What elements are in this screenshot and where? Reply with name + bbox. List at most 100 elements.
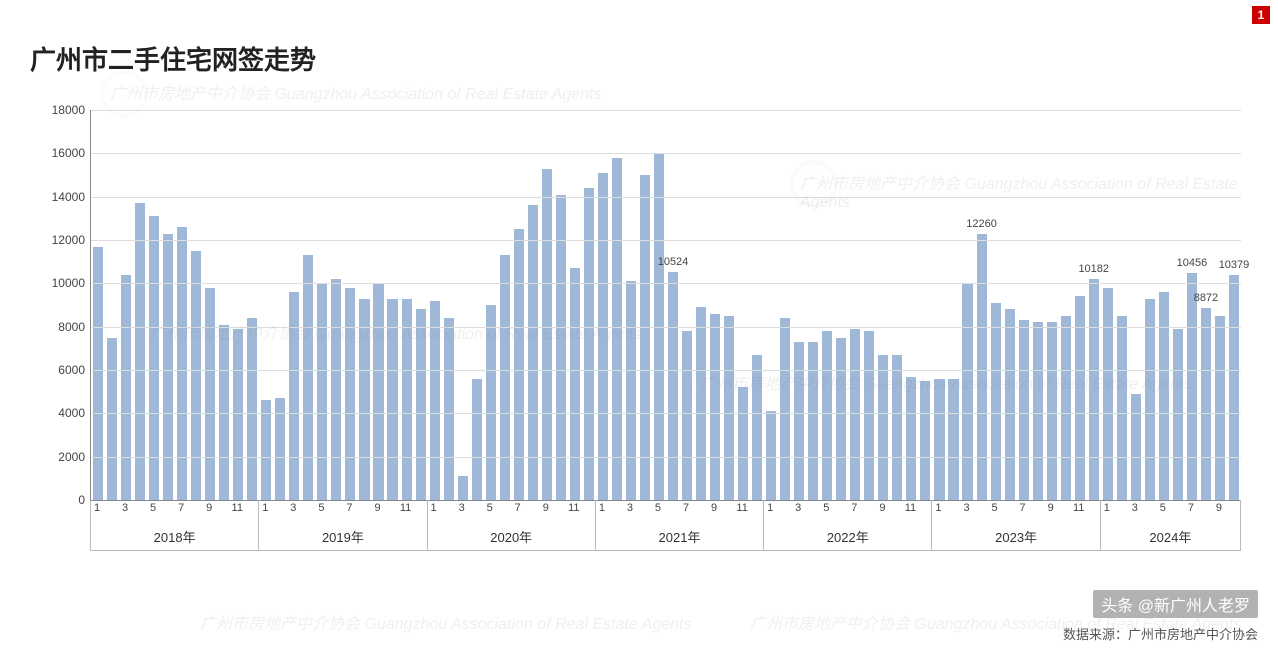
bar: [808, 342, 818, 500]
x-tick-month: 5: [823, 502, 829, 514]
bar-value-label: 10182: [1078, 263, 1109, 275]
bar: [962, 283, 972, 500]
x-tick-month: 7: [515, 502, 521, 514]
watermark-logo-icon: [100, 70, 148, 118]
x-tick-month: 3: [290, 502, 296, 514]
x-tick-month: 3: [1132, 502, 1138, 514]
bar: [121, 275, 131, 500]
bar: [430, 301, 440, 500]
bar: [373, 283, 383, 500]
x-tick-month: 11: [905, 502, 916, 514]
y-tick-label: 6000: [40, 363, 85, 377]
bar: [1215, 316, 1225, 500]
bar: [1117, 316, 1127, 500]
bar: [1033, 322, 1043, 500]
bar: [345, 288, 355, 500]
bar: [1047, 322, 1057, 500]
x-tick-month: 1: [431, 502, 437, 514]
x-tick-month: 1: [94, 502, 100, 514]
bar: [359, 299, 369, 501]
bar: [514, 229, 524, 500]
x-tick-month: 3: [963, 502, 969, 514]
x-tick-month: 7: [346, 502, 352, 514]
grid-line: [91, 413, 1241, 414]
bar: [934, 379, 944, 500]
grid-line: [91, 153, 1241, 154]
x-tick-month: 3: [627, 502, 633, 514]
x-year-label: 2022年: [763, 528, 932, 551]
bar: [948, 379, 958, 500]
grid-line: [91, 240, 1241, 241]
y-tick-label: 16000: [40, 146, 85, 160]
bar: [416, 309, 426, 500]
x-tick-month: 5: [655, 502, 661, 514]
bar-value-label: 10524: [658, 256, 689, 268]
bar-value-label: 8872: [1194, 292, 1218, 304]
x-tick-month: 7: [851, 502, 857, 514]
bar: [486, 305, 496, 500]
bar: [640, 175, 650, 500]
watermark-text: 广州市房地产中介协会 Guangzhou Association of Real…: [200, 610, 691, 634]
y-tick-label: 0: [40, 493, 85, 507]
y-tick-label: 4000: [40, 406, 85, 420]
bar: [1159, 292, 1169, 500]
bar: [794, 342, 804, 500]
bar: [542, 169, 552, 501]
x-tick-month: 7: [178, 502, 184, 514]
attribution-overlay: 头条 @新广州人老罗: [1093, 590, 1258, 618]
bar: [1103, 288, 1113, 500]
x-tick-month: 5: [318, 502, 324, 514]
y-tick-label: 10000: [40, 276, 85, 290]
grid-line: [91, 197, 1241, 198]
x-axis-months: 1357911135791113579111357911135791113579…: [90, 500, 1240, 520]
grid-line: [91, 370, 1241, 371]
bar-value-label: 12260: [966, 218, 997, 230]
watermark-logo-icon: [790, 160, 838, 208]
x-tick-month: 9: [206, 502, 212, 514]
bar: [472, 379, 482, 500]
y-tick-label: 18000: [40, 103, 85, 117]
bar: [205, 288, 215, 500]
bar: [1201, 308, 1211, 500]
bar: [906, 377, 916, 501]
grid-line: [91, 457, 1241, 458]
bar: [500, 255, 510, 500]
bar: [444, 318, 454, 500]
bar: [1229, 275, 1239, 500]
bar: [738, 387, 748, 500]
x-tick-month: 11: [232, 502, 243, 514]
bar: [766, 411, 776, 500]
grid-line: [91, 110, 1241, 111]
x-tick-month: 5: [992, 502, 998, 514]
x-tick-month: 3: [795, 502, 801, 514]
y-tick-label: 14000: [40, 190, 85, 204]
bar: [93, 247, 103, 501]
y-tick-label: 8000: [40, 320, 85, 334]
bar: [570, 268, 580, 500]
bar: [977, 234, 987, 500]
x-tick-month: 5: [1160, 502, 1166, 514]
bar: [317, 283, 327, 500]
x-tick-month: 7: [683, 502, 689, 514]
x-tick-month: 5: [150, 502, 156, 514]
bar: [991, 303, 1001, 500]
bar: [163, 234, 173, 501]
bar: [1187, 273, 1197, 500]
bar: [177, 227, 187, 500]
bar: [331, 279, 341, 500]
bar: [892, 355, 902, 500]
x-tick-month: 1: [262, 502, 268, 514]
bar: [1019, 320, 1029, 500]
bar: [458, 476, 468, 500]
bar: [1061, 316, 1071, 500]
x-tick-month: 1: [767, 502, 773, 514]
x-year-label: 2018年: [90, 528, 259, 551]
bar-series: 10524122601018210456887210379: [91, 110, 1241, 500]
x-year-label: 2019年: [258, 528, 427, 551]
grid-line: [91, 327, 1241, 328]
bar: [387, 299, 397, 501]
x-tick-month: 9: [374, 502, 380, 514]
x-tick-month: 3: [122, 502, 128, 514]
bar: [822, 331, 832, 500]
bar: [598, 173, 608, 500]
